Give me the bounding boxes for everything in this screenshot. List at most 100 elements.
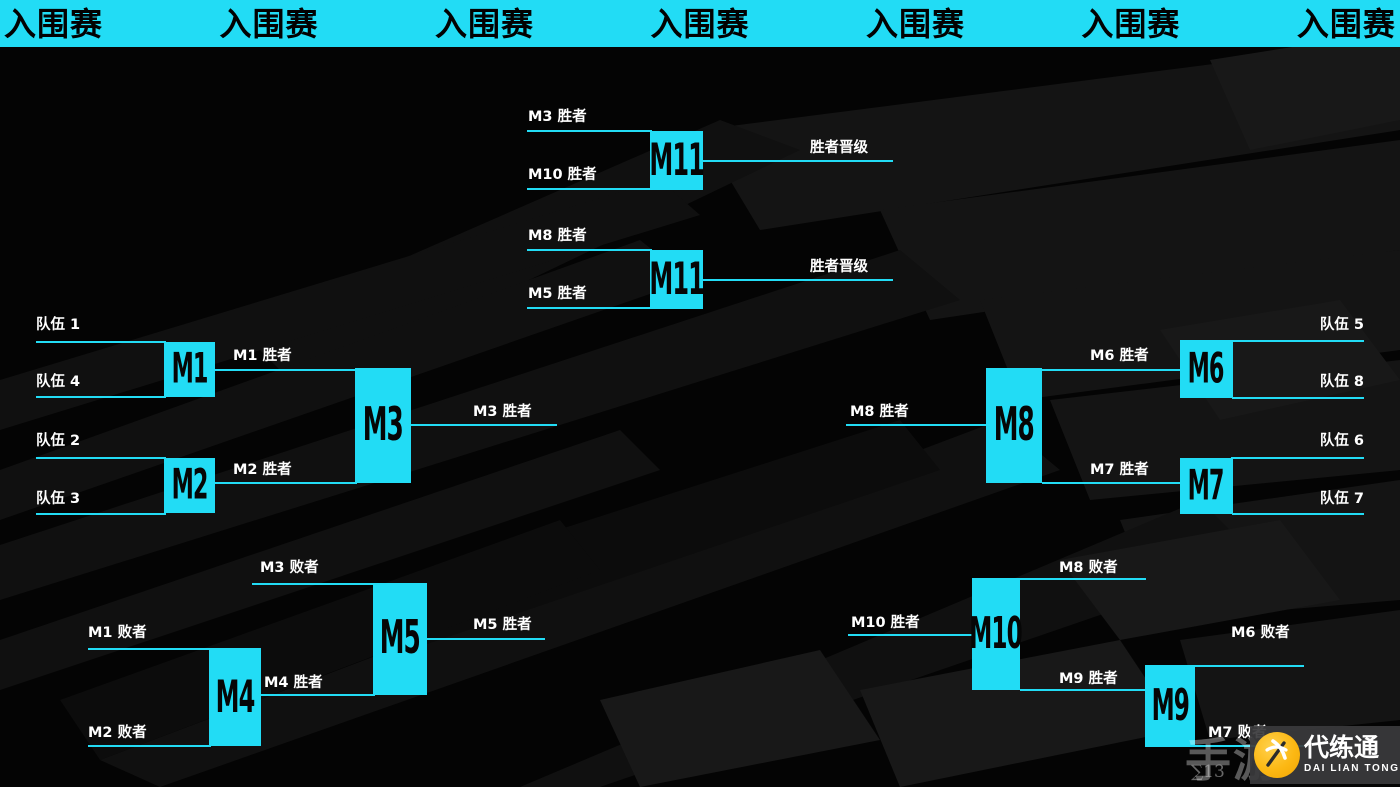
watermark-brand-cn: 代练通 [1304,733,1380,763]
match-box-m3[interactable]: M3 [355,368,411,483]
label-m7-winner: M7 胜者 [1090,462,1149,478]
label-team-1: 队伍 1 [36,317,81,333]
line-m7-loser [1195,745,1304,747]
label-advance-bottom: 胜者晋级 [810,259,868,275]
label-m6-winner: M6 胜者 [1090,348,1149,364]
connector-m11a-advance [703,160,893,162]
connector-m11b-advance [703,279,893,281]
match-box-m10[interactable]: M10 [969,578,1023,690]
line-team-5 [1232,340,1364,342]
match-box-m7[interactable]: M7 [1180,458,1232,514]
connector-m6-to-m8 [1042,369,1181,371]
banner-word: 入围赛 [434,4,534,43]
pickaxe-logo-icon [1254,732,1300,778]
label-team-7: 队伍 7 [1319,491,1364,507]
line-team-8 [1232,397,1364,399]
connector-m3-out [411,424,557,426]
banner-word: 入围赛 [4,4,104,43]
match-box-m11-lower[interactable]: M11 [649,250,705,309]
match-label-m11-upper: M11 [649,133,704,187]
match-label-m3: M3 [362,397,404,452]
connector-m8-out [846,424,987,426]
connector-m4-to-m5 [261,694,375,696]
watermark-brand-text: 代练通 DAI LIAN TONG [1304,735,1400,774]
match-label-m2: M2 [171,461,209,510]
connector-m5-out [427,638,545,640]
label-team-3: 队伍 3 [36,491,81,507]
label-m10-winner-top: M10 胜者 [528,167,597,183]
label-m8-loser: M8 败者 [1059,560,1118,576]
line-team-3 [36,513,166,515]
label-m1-winner: M1 胜者 [233,348,292,364]
line-team-2 [36,457,166,459]
play-in-banner: 入围赛 入围赛 入围赛 入围赛 入围赛 入围赛 入围赛 [0,0,1400,47]
match-label-m7: M7 [1188,461,1225,511]
match-box-m8[interactable]: M8 [986,368,1042,483]
label-team-6: 队伍 6 [1319,433,1364,449]
banner-word: 入围赛 [1296,4,1396,43]
match-label-m10: M10 [969,607,1023,659]
connector-m2-to-m3 [215,482,357,484]
match-box-m1[interactable]: M1 [164,342,215,397]
connector-m10w-to-m11a [527,188,652,190]
label-m6-loser: M6 败者 [1231,625,1290,641]
match-label-m1: M1 [171,345,209,394]
banner-word: 入围赛 [650,4,750,43]
line-team-6 [1232,457,1364,459]
banner-word: 入围赛 [1081,4,1181,43]
label-m2-loser: M2 败者 [88,725,147,741]
watermark-signature: ∑13 [1191,762,1225,782]
watermark-brand-card: 代练通 DAI LIAN TONG [1250,726,1400,784]
connector-m9-to-m10 [1020,689,1146,691]
match-label-m6: M6 [1188,344,1225,394]
label-m3-winner-out: M3 胜者 [473,404,532,420]
label-m3-loser: M3 败者 [260,560,319,576]
connector-m7-to-m8 [1042,482,1181,484]
label-m8-winner-top: M8 胜者 [528,228,587,244]
line-team-7 [1232,513,1364,515]
label-m3-winner-top: M3 胜者 [528,109,587,125]
line-m2-loser [88,745,210,747]
match-box-m4[interactable]: M4 [209,648,261,746]
banner-word: 入围赛 [219,4,319,43]
bracket-join-m7 [1231,457,1233,514]
label-team-4: 队伍 4 [36,374,81,390]
label-m10-winner-out: M10 胜者 [851,615,920,631]
match-label-m8: M8 [993,397,1035,452]
banner-word: 入围赛 [865,4,965,43]
match-label-m9: M9 [1151,679,1189,731]
watermark-brand-en: DAI LIAN TONG [1304,762,1400,774]
match-label-m5: M5 [379,611,421,666]
label-m5-winner-out: M5 胜者 [473,617,532,633]
line-m1-loser [88,648,210,650]
match-label-m4: M4 [215,669,256,723]
match-box-m5[interactable]: M5 [373,583,427,695]
banner-track: 入围赛 入围赛 入围赛 入围赛 入围赛 入围赛 入围赛 [0,8,1400,40]
label-team-2: 队伍 2 [36,433,81,449]
connector-m3w-to-m11a [527,130,652,132]
label-m8-winner-out: M8 胜者 [850,404,909,420]
line-team-4 [36,396,166,398]
connector-m8w-to-m11b [527,249,652,251]
match-box-m11-upper[interactable]: M11 [649,131,705,190]
label-m5-winner-top: M5 胜者 [528,286,587,302]
match-box-m6[interactable]: M6 [1180,340,1232,398]
label-advance-top: 胜者晋级 [810,140,868,156]
bracket-join-m6 [1231,340,1233,398]
connector-m5w-to-m11b [527,307,652,309]
line-m6-loser [1195,665,1304,667]
line-team-1 [36,341,166,343]
label-m9-winner: M9 胜者 [1059,671,1118,687]
connector-m1-to-m3 [215,369,357,371]
label-m4-winner: M4 胜者 [264,675,323,691]
connector-m10-out [848,634,973,636]
match-box-m2[interactable]: M2 [164,458,215,513]
label-m2-winner: M2 胜者 [233,462,292,478]
label-team-5: 队伍 5 [1319,317,1364,333]
watermark: 手游 ∑13 代练通 DAI LIAN TONG [1185,722,1400,787]
label-team-8: 队伍 8 [1319,374,1364,390]
line-m3-loser [252,583,376,585]
match-box-m9[interactable]: M9 [1145,665,1195,747]
line-m8-loser [1020,578,1146,580]
